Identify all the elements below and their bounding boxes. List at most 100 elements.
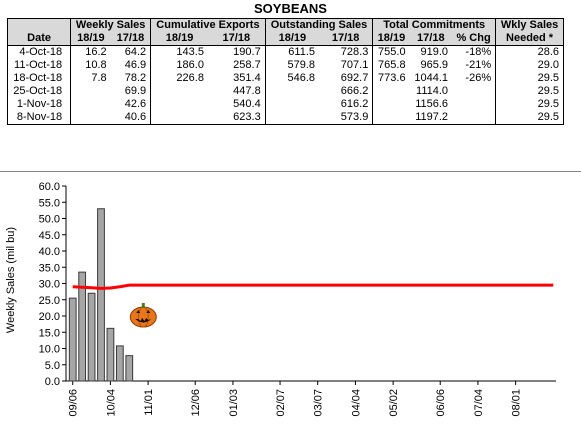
cell-cumulative-1819 <box>150 98 208 111</box>
cell-outstanding-1718: 573.9 <box>319 111 373 125</box>
cell-total-1819: 773.6 <box>372 72 410 85</box>
cell-outstanding-1819: 611.5 <box>264 45 319 59</box>
cell-outstanding-1819 <box>264 85 319 98</box>
group-header-outstanding-sales: Outstanding Sales <box>264 18 373 32</box>
y-tick-label: 20.0 <box>39 311 60 323</box>
cell-weekly-1819: 16.2 <box>70 45 111 59</box>
cell-total-1718: 1197.2 <box>409 111 453 125</box>
bar <box>87 292 96 382</box>
cell-outstanding-1718: 666.2 <box>340 85 369 97</box>
cell-cumulative-1718: 623.3 <box>207 111 266 125</box>
cell-outstanding-1819: 579.8 <box>264 59 319 72</box>
table-row: 18-Oct-18 7.8 78.2 226.8 351.4 546.8 692.7 773.… <box>6 72 564 85</box>
needed-sales-line <box>72 283 554 290</box>
x-tick-label: 01/03 <box>228 389 240 417</box>
cell-total-1718: 965.9 <box>420 59 449 71</box>
bar <box>78 271 87 382</box>
cell-cumulative-1819 <box>150 111 208 125</box>
pumpkin-icon <box>129 303 157 328</box>
x-tick-label: 02/07 <box>275 389 287 417</box>
table-title: SOYBEANS <box>254 1 327 16</box>
cell-total-1718: 1044.1 <box>414 72 449 84</box>
subheader-weekly-1718: 17/18 <box>110 32 151 46</box>
cell-weekly-1718: 46.9 <box>124 59 147 71</box>
subheader-weekly-1819: 18/19 <box>70 32 111 46</box>
cell-date: 11-Oct-18 <box>6 59 71 72</box>
cell-total-1819: 765.8 <box>372 59 410 72</box>
date-header-spacer <box>6 18 71 32</box>
y-axis: 0.0 5.0 10.0 15.0 20.0 25.0 30.0 35.0 40.0 45.0 50… <box>39 181 67 388</box>
cell-outstanding-1718: 728.3 <box>340 46 369 58</box>
x-tick-label: 07/04 <box>473 389 485 417</box>
cell-total-1718: 1114.0 <box>416 85 449 97</box>
table-row: 4-Oct-18 16.2 64.2 143.5 190.7 611.5 728.3 755.… <box>6 45 564 59</box>
cell-pct-chg: -18% <box>465 46 492 58</box>
x-tick-label: 12/06 <box>190 389 202 417</box>
table-row: 8-Nov-18 40.6 623.3 573.9 1197.2 29.5 <box>6 111 564 125</box>
cell-cumulative-1819: 143.5 <box>150 45 208 59</box>
cell-date: 25-Oct-18 <box>6 85 71 98</box>
subheader-date: Date <box>6 32 71 46</box>
soybeans-table: Weekly Sales Cumulative Exports Outstand… <box>6 18 564 125</box>
cell-cumulative-1819: 226.8 <box>150 72 208 85</box>
subheader-outstanding-1718: 17/18 <box>319 32 373 46</box>
cell-total-1819 <box>372 98 410 111</box>
cell-pct-chg: -21% <box>465 59 492 71</box>
cell-needed: 29.5 <box>495 98 564 111</box>
bar <box>115 345 124 382</box>
line-series <box>72 283 554 290</box>
cell-needed: 29.5 <box>495 111 564 125</box>
group-header-weekly-sales: Weekly Sales <box>70 18 151 32</box>
cell-cumulative-1718: 190.7 <box>233 46 261 58</box>
group-header-wkly-sales: Wkly Sales <box>495 18 564 32</box>
cell-weekly-1718: 40.6 <box>110 111 151 125</box>
cell-cumulative-1718: 447.8 <box>233 85 261 97</box>
cell-needed: 29.5 <box>495 72 564 85</box>
cell-cumulative-1819 <box>150 85 208 98</box>
table-row: 1-Nov-18 42.6 540.4 616.2 1156.6 29.5 <box>6 98 564 111</box>
bar <box>125 355 134 382</box>
x-tick-label: 06/06 <box>435 389 447 417</box>
cell-weekly-1718: 69.9 <box>124 85 147 97</box>
x-tick-label: 10/04 <box>105 389 117 417</box>
cell-outstanding-1819 <box>264 111 319 125</box>
cell-date: 1-Nov-18 <box>6 98 71 111</box>
subheader-total-1718: 17/18 <box>409 32 453 46</box>
cell-total-1718: 1156.6 <box>415 98 449 110</box>
bar <box>106 327 115 382</box>
cell-date: 8-Nov-18 <box>6 111 71 125</box>
x-tick-label: 09/06 <box>68 389 80 417</box>
y-tick-label: 15.0 <box>39 327 60 339</box>
bar <box>97 208 105 382</box>
group-header-cumulative-exports: Cumulative Exports <box>150 18 266 32</box>
table-row: 25-Oct-18 69.9 447.8 666.2 1114.0 29.5 <box>6 85 564 98</box>
cell-date: 4-Oct-18 <box>6 45 71 59</box>
bar-series <box>68 208 134 382</box>
x-tick-label: 11/01 <box>143 389 155 416</box>
y-tick-label: 35.0 <box>39 262 60 274</box>
cell-pct-chg <box>452 98 496 111</box>
cell-total-1718: 919.0 <box>420 46 449 58</box>
cell-cumulative-1819: 186.0 <box>150 59 208 72</box>
cell-outstanding-1718: 692.7 <box>340 72 369 84</box>
x-tick-label: 04/04 <box>350 389 362 417</box>
y-axis-label: Weekly Sales (mil bu) <box>5 227 17 333</box>
subheader-cumulative-1718: 17/18 <box>207 32 266 46</box>
cell-weekly-1718: 42.6 <box>124 98 147 110</box>
cell-pct-chg <box>452 111 496 125</box>
y-tick-label: 40.0 <box>39 246 60 258</box>
cell-outstanding-1718: 707.1 <box>340 59 369 71</box>
cell-weekly-1819: 10.8 <box>70 59 111 72</box>
cell-total-1819 <box>372 85 410 98</box>
cell-weekly-1718: 64.2 <box>124 46 147 58</box>
y-tick-label: 5.0 <box>45 360 60 372</box>
x-tick-label: 08/01 <box>511 389 523 417</box>
cell-needed: 28.6 <box>495 45 564 59</box>
cell-weekly-1819: 7.8 <box>70 72 111 85</box>
y-tick-label: 0.0 <box>45 376 60 388</box>
cell-cumulative-1718: 540.4 <box>233 98 261 110</box>
y-tick-label: 25.0 <box>39 295 60 307</box>
cell-pct-chg: -26% <box>465 72 492 84</box>
bar <box>68 297 77 382</box>
cell-weekly-1819 <box>70 85 111 98</box>
